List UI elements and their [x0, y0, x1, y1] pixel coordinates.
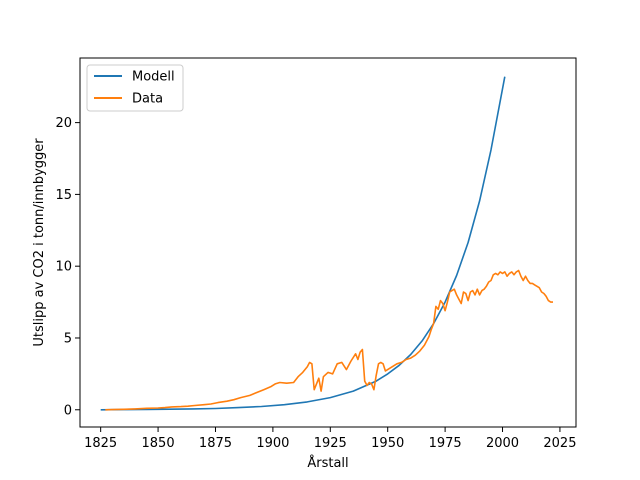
- legend-label-data: Data: [132, 92, 163, 107]
- x-axis-label: Årstall: [307, 455, 348, 471]
- x-tick-label: 1925: [314, 436, 347, 451]
- x-tick-label: 1825: [84, 436, 117, 451]
- y-axis: 0 5 10 15 20: [55, 116, 80, 418]
- legend-label-modell: Modell: [132, 70, 175, 85]
- plot-area: [100, 76, 553, 411]
- x-tick-label: 1850: [142, 436, 175, 451]
- x-tick-label: 1875: [199, 436, 232, 451]
- series-line-data: [105, 269, 553, 411]
- y-tick-label: 20: [55, 116, 72, 131]
- y-tick-label: 0: [64, 403, 72, 418]
- y-tick-label: 10: [55, 260, 72, 275]
- x-tick-label: 1975: [429, 436, 462, 451]
- x-tick-label: 1950: [371, 436, 404, 451]
- y-axis-label: Utslipp av CO2 i tonn/innbygger: [32, 138, 47, 347]
- axes-frame: [79, 57, 577, 428]
- y-tick-label: 5: [64, 331, 72, 346]
- x-axis: 1825 1850 1875 1900 1925 1950 1975 2000 2025: [84, 427, 576, 451]
- x-tick-label: 2025: [543, 436, 576, 451]
- x-tick-label: 1900: [256, 436, 289, 451]
- series-line-modell: [100, 76, 506, 411]
- y-tick-label: 15: [55, 188, 72, 203]
- x-tick-label: 2000: [486, 436, 519, 451]
- legend: Modell Data: [86, 64, 184, 112]
